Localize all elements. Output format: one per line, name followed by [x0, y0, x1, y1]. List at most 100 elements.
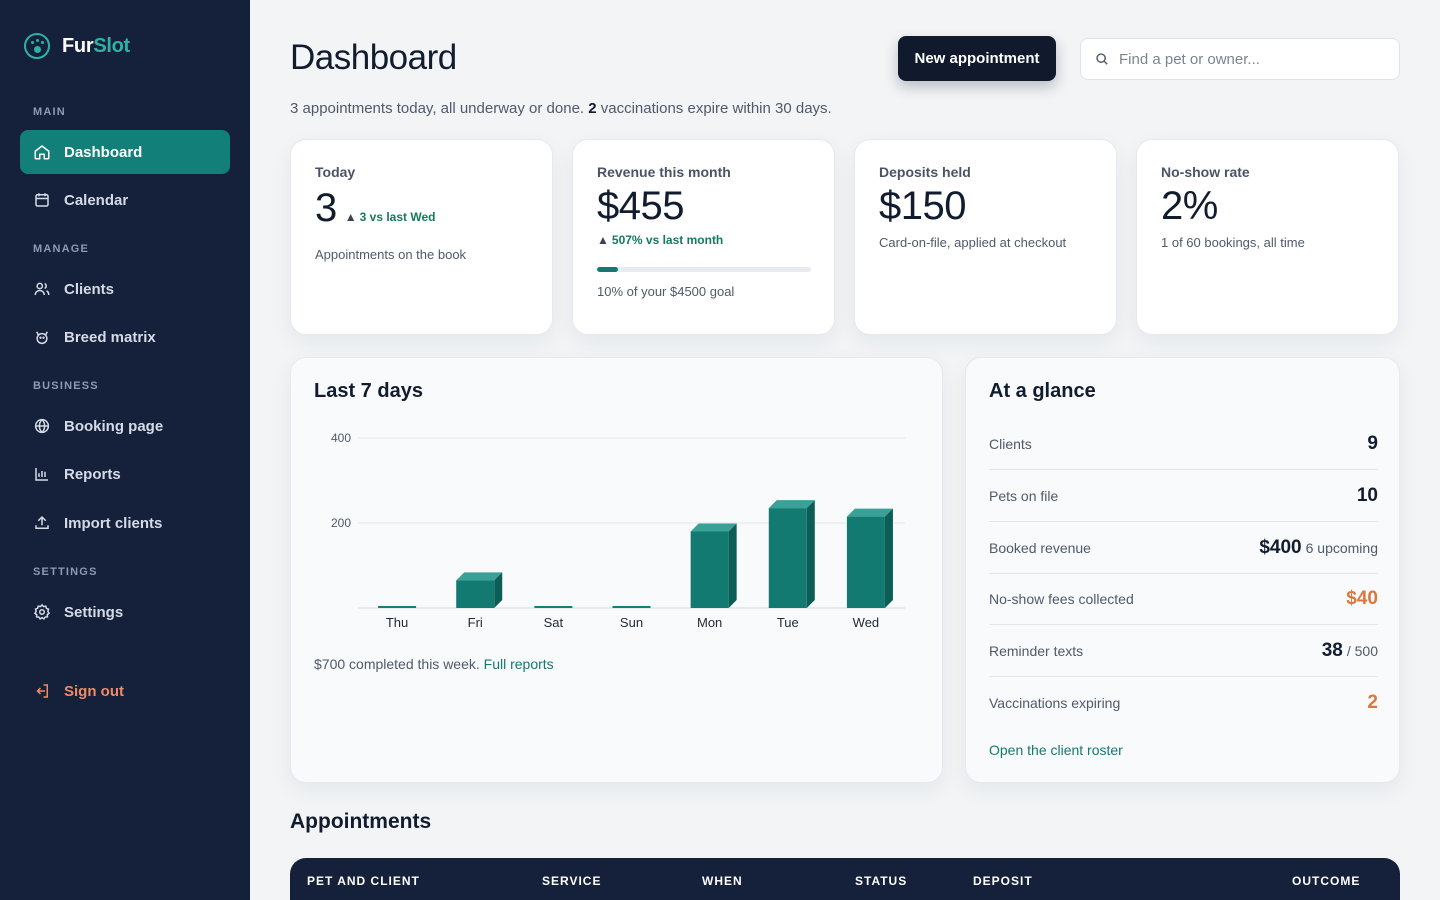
stat-label: No-show rate	[1161, 164, 1250, 180]
last-7-days-card: Last 7 days 200 400 Thu Fri Sat Sun Mon Tue Wed …	[290, 357, 943, 783]
glance-label: Reminder texts	[989, 642, 1084, 659]
client-roster-link[interactable]: Open the client roster	[989, 742, 1123, 758]
bar-side	[806, 500, 815, 608]
glance-label: No-show fees collected	[989, 590, 1134, 607]
section-label-business: BUSINESS	[33, 380, 99, 392]
globe-icon	[33, 417, 51, 435]
column-header-service[interactable]: SERVICE	[542, 874, 602, 888]
sign-out-icon	[33, 682, 51, 700]
glance-subvalue: 6 upcoming	[1305, 539, 1378, 556]
sidebar-item-booking-page[interactable]: Booking page	[20, 404, 230, 448]
revenue-goal-progress-bar	[597, 267, 811, 272]
glance-label: Vaccinations expiring	[989, 695, 1121, 711]
bar-sat	[534, 606, 573, 608]
sidebar-item-label: Import clients	[64, 514, 163, 532]
glance-label: Pets on file	[989, 487, 1059, 504]
chart-title: Last 7 days	[314, 380, 423, 402]
sidebar-item-label: Calendar	[64, 191, 129, 209]
sidebar-item-breed-matrix[interactable]: Breed matrix	[20, 315, 230, 359]
brand[interactable]: FurSlot	[24, 33, 130, 59]
full-reports-link[interactable]: Full reports	[483, 656, 554, 672]
bar-side	[728, 523, 737, 608]
glance-value: 9	[1367, 432, 1378, 454]
sidebar-item-label: Clients	[64, 280, 115, 298]
search-input[interactable]	[1119, 50, 1379, 68]
pet-face-icon	[33, 328, 51, 346]
x-tick-label: Wed	[853, 615, 880, 630]
x-tick-label: Fri	[468, 615, 483, 630]
section-label-main: MAIN	[33, 106, 66, 118]
glance-row-noshow-fees: No-show fees collected $40	[989, 573, 1378, 625]
stat-value: 2%	[1161, 184, 1218, 228]
section-label-settings: SETTINGS	[33, 566, 98, 578]
home-icon	[33, 143, 51, 161]
stat-card-today: Today 3 ▲ 3 vs last Wed Appointments on t…	[290, 139, 553, 335]
gear-icon	[33, 603, 51, 621]
bar-top	[768, 500, 815, 509]
glance-row-reminder-texts: Reminder texts 38/ 500	[989, 625, 1378, 677]
search-icon	[1095, 52, 1109, 66]
bar-top	[690, 523, 737, 532]
stat-card-noshow: No-show rate 2% 1 of 60 bookings, all ti…	[1136, 139, 1399, 335]
sidebar-item-reports[interactable]: Reports	[20, 452, 230, 496]
stat-hint: 1 of 60 bookings, all time	[1161, 235, 1305, 250]
bar-sun	[612, 606, 651, 608]
x-tick-label: Mon	[697, 615, 722, 630]
page-title: Dashboard	[290, 38, 457, 77]
sidebar-item-import-clients[interactable]: Import clients	[20, 501, 230, 545]
glance-value: 38	[1321, 639, 1343, 661]
paw-logo-icon	[24, 33, 50, 59]
sidebar: FurSlot MAIN Dashboard Calendar MANAGE C…	[0, 0, 250, 900]
glance-title: At a glance	[989, 380, 1096, 402]
sidebar-item-label: Settings	[64, 603, 124, 621]
sidebar-item-settings[interactable]: Settings	[20, 590, 230, 634]
glance-row-pets: Pets on file 10	[989, 470, 1378, 522]
y-tick-label: 200	[331, 516, 351, 530]
sign-out-button[interactable]: Sign out	[20, 669, 230, 713]
page-subtitle: 3 appointments today, all underway or do…	[290, 100, 832, 117]
stat-value: $455	[597, 184, 684, 228]
glance-value: 10	[1356, 484, 1378, 506]
sidebar-item-label: Dashboard	[64, 143, 143, 161]
stat-delta: ▲ 507% vs last month	[597, 233, 724, 247]
calendar-icon	[33, 191, 51, 209]
bar-side	[884, 508, 893, 608]
sidebar-item-calendar[interactable]: Calendar	[20, 178, 230, 222]
appointments-title: Appointments	[290, 810, 432, 833]
glance-subvalue: / 500	[1346, 642, 1378, 659]
column-header-outcome[interactable]: OUTCOME	[1292, 874, 1361, 888]
brand-name: FurSlot	[62, 34, 130, 57]
glance-value: $400	[1259, 536, 1302, 558]
upload-icon	[33, 514, 51, 532]
progress-fill	[597, 267, 619, 272]
bar-mon	[690, 531, 729, 608]
at-a-glance-card: At a glance Clients 9 Pets on file 10 Bo…	[965, 357, 1400, 783]
stat-label: Today	[315, 164, 356, 180]
column-header-status[interactable]: STATUS	[855, 874, 908, 888]
sidebar-item-clients[interactable]: Clients	[20, 267, 230, 311]
x-tick-label: Tue	[777, 615, 799, 630]
column-header-pet-client[interactable]: PET AND CLIENT	[307, 874, 420, 888]
appointments-table-header: PET AND CLIENT SERVICE WHEN STATUS DEPOS…	[290, 858, 1400, 900]
glance-value: $40	[1346, 587, 1378, 609]
new-appointment-button[interactable]: New appointment	[898, 36, 1056, 81]
x-tick-label: Thu	[386, 615, 408, 630]
glance-label: Clients	[989, 435, 1032, 452]
sidebar-item-dashboard[interactable]: Dashboard	[20, 130, 230, 174]
bar-thu	[378, 606, 417, 608]
stat-card-revenue: Revenue this month $455 ▲ 507% vs last mo…	[572, 139, 835, 335]
bar-top	[456, 572, 503, 581]
glance-label: Booked revenue	[989, 539, 1091, 556]
glance-row-booked-revenue: Booked revenue $400 6 upcoming	[989, 522, 1378, 574]
column-header-deposit[interactable]: DEPOSIT	[973, 874, 1033, 888]
search-box[interactable]	[1080, 38, 1400, 80]
glance-row-clients: Clients 9	[989, 418, 1378, 470]
column-header-when[interactable]: WHEN	[702, 874, 743, 888]
up-triangle-icon: ▲	[597, 233, 609, 247]
bar-side	[494, 572, 503, 608]
stat-label: Deposits held	[879, 164, 971, 180]
bar-tue	[768, 508, 807, 608]
sign-out-label: Sign out	[64, 682, 124, 700]
sidebar-item-label: Breed matrix	[64, 328, 156, 346]
bar-fri	[456, 580, 495, 608]
